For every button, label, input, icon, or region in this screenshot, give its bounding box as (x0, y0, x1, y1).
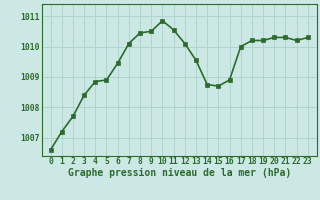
X-axis label: Graphe pression niveau de la mer (hPa): Graphe pression niveau de la mer (hPa) (68, 168, 291, 178)
